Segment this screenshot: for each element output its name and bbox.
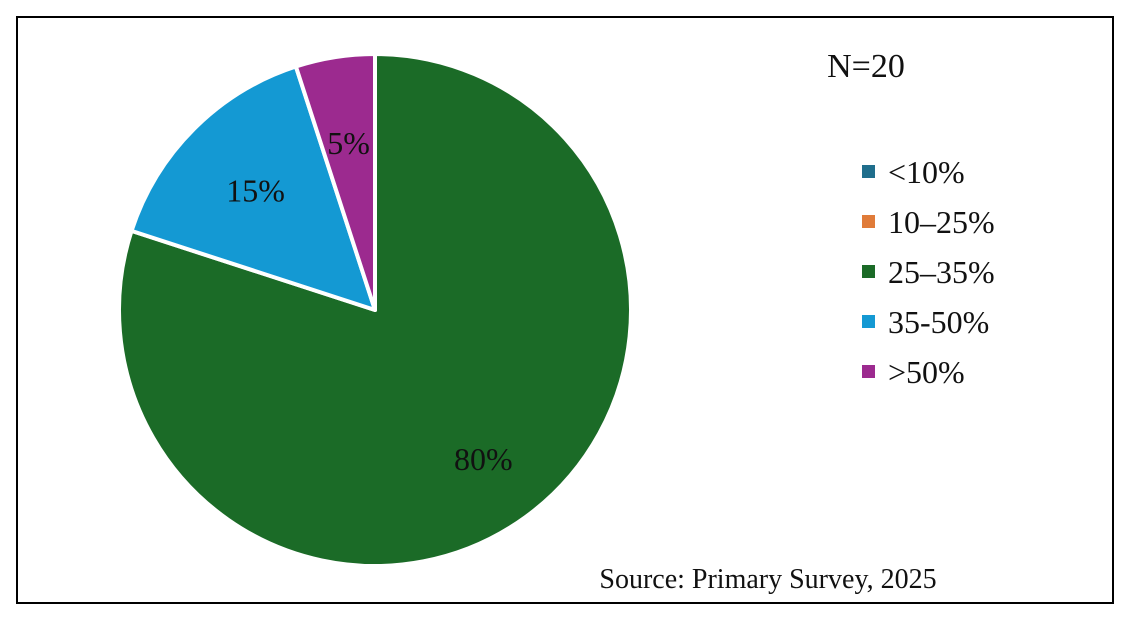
legend-swatch-lt-10 [862,165,875,178]
sample-size-annotation: N=20 [827,48,905,85]
legend-label-35-50: 35-50% [888,304,989,340]
data-label-gt-50: 5% [327,125,370,161]
source-note: Source: Primary Survey, 2025 [599,564,936,595]
legend-label-lt-10: <10% [888,154,965,190]
slice-labels: 80% 15% 5% [226,125,512,477]
legend-label-10-25: 10–25% [888,204,995,240]
legend-label-25-35: 25–35% [888,254,995,290]
legend-swatch-10-25 [862,215,875,228]
slice-25-35 [117,52,633,568]
legend-swatch-gt-50 [862,365,875,378]
legend-label-gt-50: >50% [888,354,965,390]
legend-swatch-35-50 [862,315,875,328]
data-label-35-50: 15% [226,173,285,209]
legend: <10% 10–25% 25–35% 35-50% >50% [862,154,995,390]
pie-slices [117,52,633,568]
legend-swatch-25-35 [862,265,875,278]
slice-gt-50 [293,52,377,312]
data-label-25-35: 80% [454,441,513,477]
